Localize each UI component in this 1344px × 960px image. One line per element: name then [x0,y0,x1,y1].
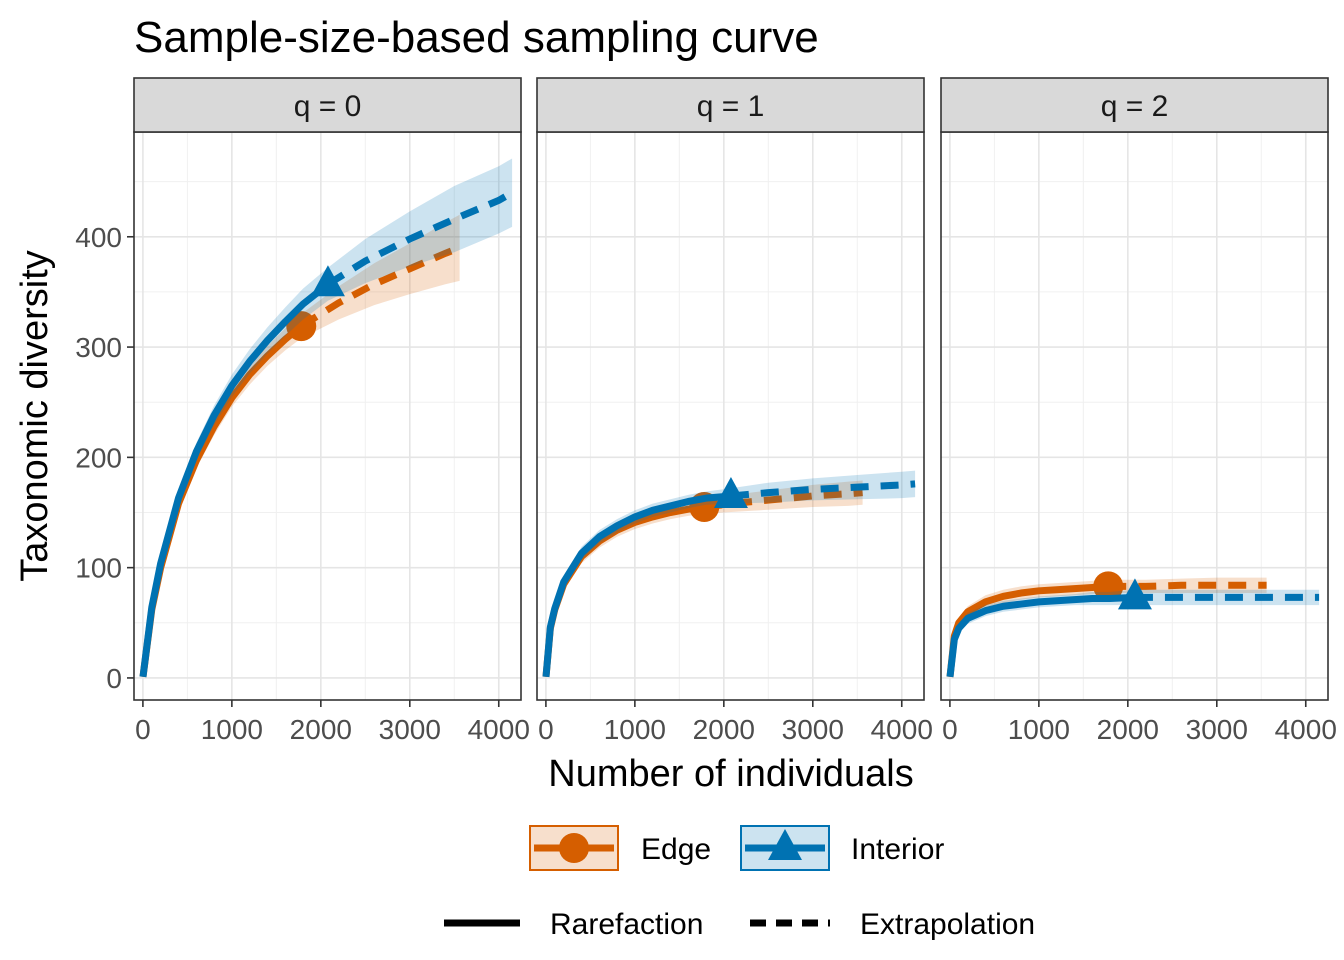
x-tick-label: 4000 [468,714,530,745]
extrapolation-line [326,189,514,288]
legend-label: Rarefaction [550,908,703,941]
rarefaction-line [946,593,1136,678]
facet-label: q = 0 [294,90,362,123]
facet-label: q = 1 [697,90,765,123]
x-tick-label: 2000 [290,714,352,745]
x-axis-title: Number of individuals [548,753,913,795]
extrapolation-line [299,244,461,330]
legend-item-interior: Interior [740,825,944,871]
x-tick-label: 3000 [379,714,441,745]
legend-label: Interior [851,833,944,866]
x-tick-label: 4000 [1275,714,1337,745]
x-tick-label: 3000 [782,714,844,745]
legend-circle-marker [559,833,589,863]
x-tick-label: 1000 [604,714,666,745]
observed-point-circle [1093,571,1124,602]
panel-background [941,132,1328,700]
extrapolation-line [1108,581,1267,590]
series-interior [542,470,916,678]
x-tick-label: 4000 [871,714,933,745]
facet-panel-0: q = 0 0 1000 2000 3000 4000 0 100 200 300 400 [75,77,530,745]
y-tick-label: 400 [75,222,122,253]
legend-item-rarefaction: Rarefaction [444,908,703,941]
x-tick-label: 1000 [1008,714,1070,745]
x-tick-label: 3000 [1186,714,1248,745]
x-tick-label: 1000 [201,714,263,745]
facet-strip [536,77,925,133]
observed-point-triangle [1117,578,1152,610]
facet-strip [133,77,522,133]
confidence-band [545,470,916,677]
panel-background [134,132,521,700]
facet-panel-1: q = 1 0 1000 2000 3000 4000 [536,77,933,745]
series-interior [139,158,514,678]
facet-strip [940,77,1329,133]
x-tick-label: 2000 [693,714,755,745]
x-tick-label: 0 [538,714,554,745]
observed-point-circle [286,311,317,342]
observed-point-triangle [713,476,748,508]
rarefaction-line [139,281,331,678]
facet-label: q = 2 [1101,90,1169,123]
x-tick-label: 2000 [1097,714,1159,745]
rarefaction-line [542,492,732,678]
y-tick-label: 200 [75,442,122,473]
confidence-band [949,589,1320,677]
x-tick-label: 0 [135,714,151,745]
legend-triangle-marker [768,829,802,860]
legend-label: Edge [641,833,711,866]
y-tick-label: 300 [75,332,122,363]
y-tick-label: 0 [106,663,122,694]
y-axis-title: Taxonomic diversity [14,250,56,582]
legend-item-edge: Edge [529,825,711,871]
panel-background [537,132,924,700]
legend-item-extrapolation: Extrapolation [750,908,1035,941]
chart-title: Sample-size-based sampling curve [134,13,819,62]
y-tick-label: 100 [75,553,122,584]
x-tick-label: 0 [942,714,958,745]
extrapolation-line [730,480,916,500]
legend-label: Extrapolation [860,908,1035,941]
legend: Edge Interior Rarefaction Extrapolation [444,825,1035,941]
series-interior [946,578,1320,678]
facet-panels: q = 0 0 1000 2000 3000 4000 0 100 200 300 400 q = 1… [75,77,1337,745]
facet-panel-2: q = 2 0 1000 2000 3000 4000 [940,77,1337,745]
observed-point-triangle [310,265,345,297]
